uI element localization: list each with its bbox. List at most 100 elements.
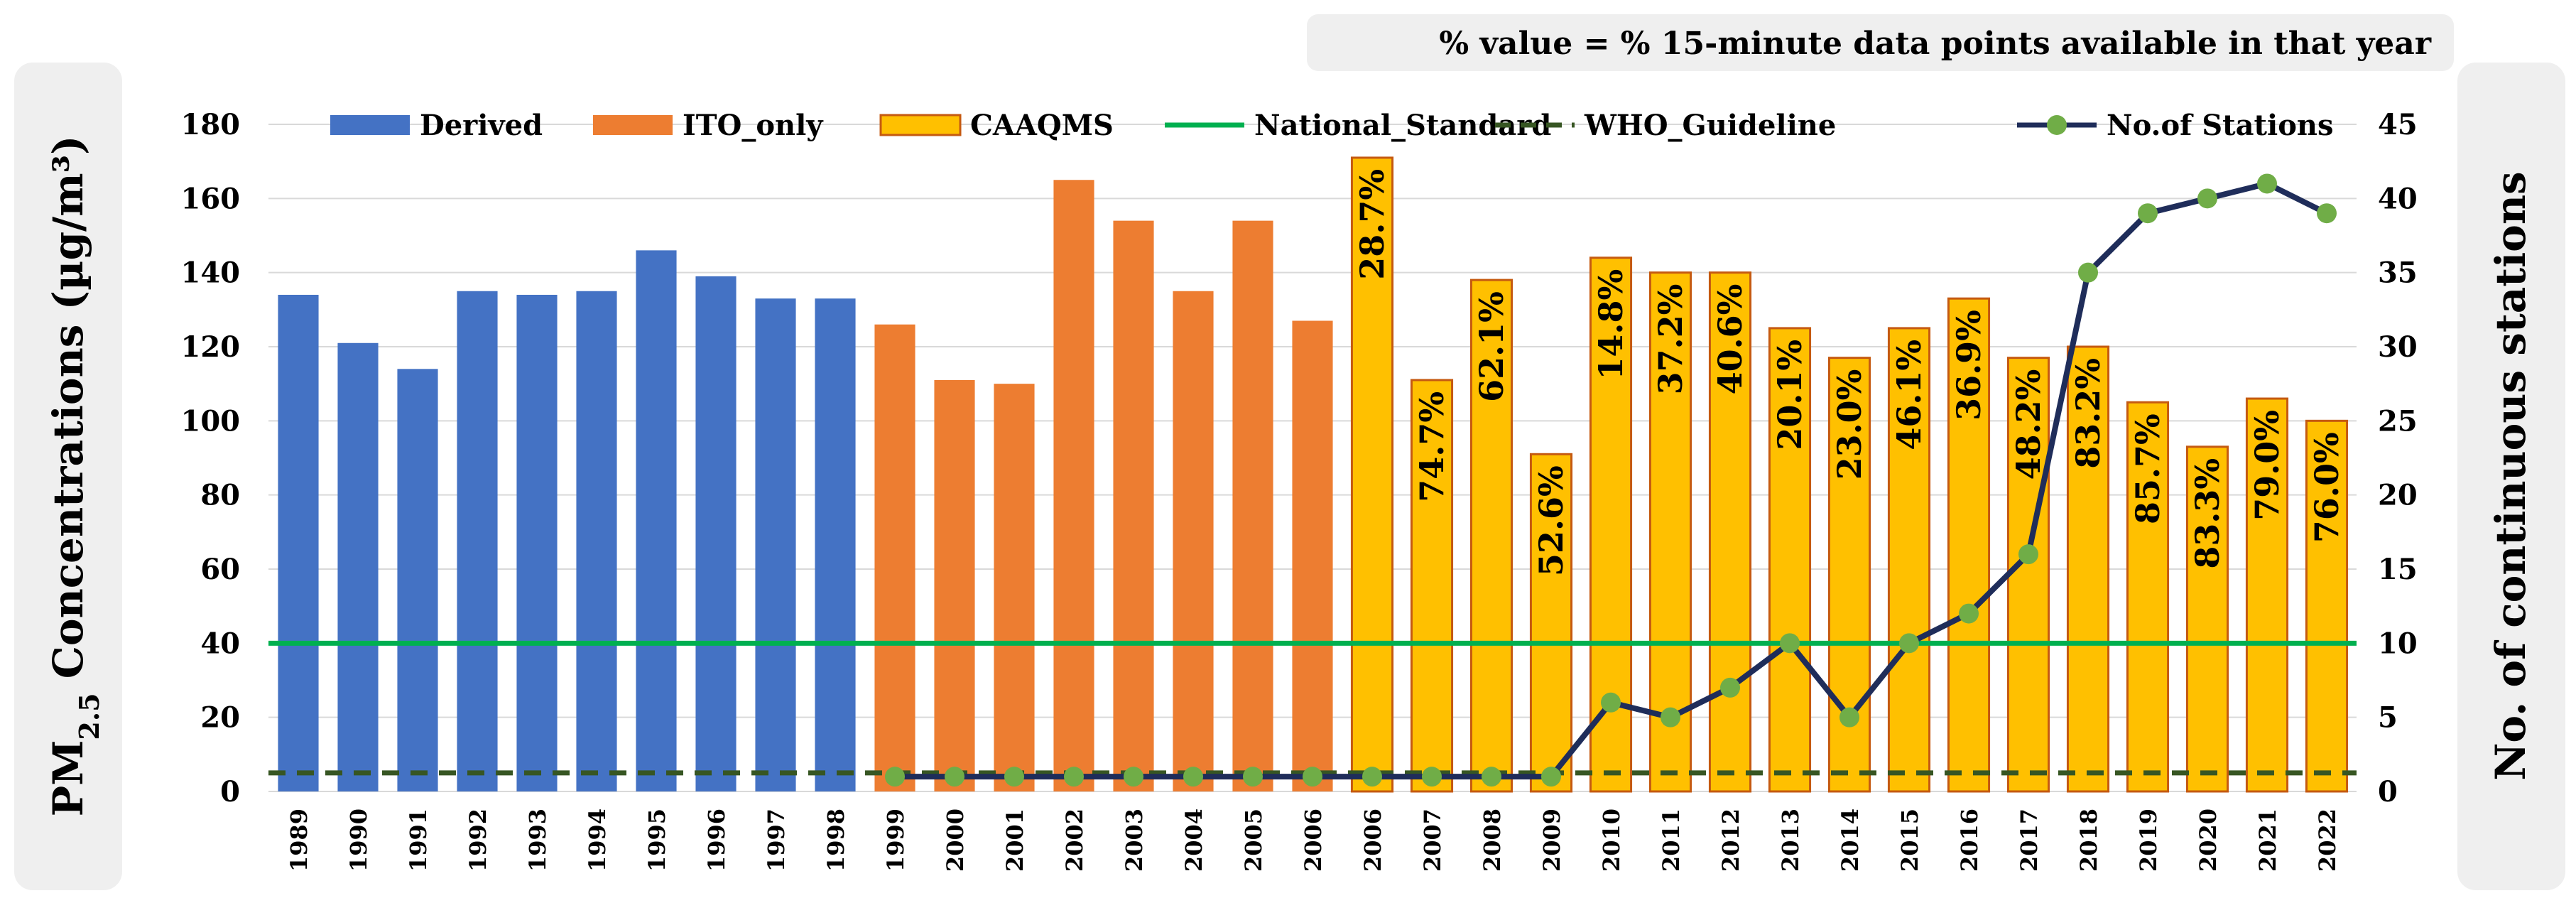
bar-ito-only	[1173, 291, 1214, 791]
bar-derived	[516, 294, 558, 791]
left-tick-label: 0	[220, 775, 240, 809]
x-axis-ticks: 1989 1990 1991 1992 1993 1994 1995 1996 1997 1998…	[286, 809, 2341, 872]
stations-marker	[2018, 544, 2038, 565]
x-tick-label: 1994	[584, 809, 611, 872]
x-tick-label: 2005	[1240, 809, 1267, 872]
stations-marker	[1541, 767, 1561, 787]
bar-caaqms	[2006, 357, 2050, 793]
bar-pct-label: 48.2%	[2009, 369, 2048, 480]
bar-pct-label: 28.7%	[1353, 169, 1391, 280]
bar-derived	[695, 276, 737, 792]
bar-labels: 28.7% 74.7% 62.1% 52.6% 14.8% 37.2% 40.6% 20.1%…	[1353, 169, 2346, 576]
stations-marker	[1839, 707, 1859, 728]
bar-pct-label: 37.2%	[1651, 284, 1690, 395]
right-tick-label: 0	[2378, 775, 2398, 809]
bar-caaqms	[1708, 271, 1752, 793]
left-tick-label: 20	[200, 701, 240, 735]
note-panel	[1307, 14, 2454, 71]
bar-pct-label: 74.7%	[1413, 391, 1451, 502]
stations-marker	[1064, 767, 1084, 787]
x-tick-label: 1999	[882, 809, 909, 872]
x-tick-label: 2006	[1300, 809, 1327, 872]
bar-pct-label: 76.0%	[2308, 432, 2346, 543]
left-axis-title: PM2.5 Concentrations (µg/m³)	[44, 136, 105, 817]
stations-marker	[1004, 767, 1024, 787]
x-tick-label: 1993	[524, 809, 551, 872]
left-axis-title-panel	[14, 63, 122, 890]
bar-caaqms	[2185, 445, 2229, 793]
bar-pct-label: 46.1%	[1890, 340, 1928, 450]
left-tick-label: 100	[181, 404, 241, 438]
stations-marker	[1243, 767, 1263, 787]
bar-pct-label: 85.7%	[2129, 413, 2167, 524]
bar-derived	[337, 342, 379, 791]
bar-pct-label: 83.3%	[2188, 458, 2227, 569]
bar-ito-only	[1053, 180, 1094, 791]
x-tick-label: 2003	[1121, 809, 1148, 872]
right-tick-label: 15	[2378, 553, 2418, 586]
legend-label: ITO_only	[683, 109, 824, 142]
stations-marker	[1303, 767, 1322, 787]
x-tick-label: 1998	[822, 809, 849, 872]
x-tick-label: 2009	[1538, 809, 1565, 872]
stations-marker	[1601, 692, 1621, 713]
x-tick-label: 2007	[1419, 809, 1446, 872]
stations-marker	[1780, 633, 1800, 654]
x-tick-label: 1991	[405, 809, 432, 872]
left-axis-ticks: 0 20 40 60 80 100 120 140 160 180	[181, 108, 241, 809]
stations-marker	[1422, 767, 1442, 787]
x-tick-label: 1996	[703, 809, 730, 872]
x-tick-label: 1995	[643, 809, 670, 872]
x-tick-label: 2019	[2135, 809, 2162, 872]
x-tick-label: 2004	[1180, 809, 1207, 872]
stations-marker	[2138, 203, 2158, 224]
stations-marker	[945, 767, 964, 787]
x-tick-label: 2016	[1956, 809, 1983, 872]
right-tick-label: 10	[2378, 627, 2418, 660]
legend-label: Derived	[420, 109, 543, 142]
bar-caaqms	[1350, 156, 1394, 793]
stations-marker	[885, 767, 905, 787]
x-tick-label: 2022	[2314, 809, 2341, 872]
left-tick-label: 140	[181, 256, 241, 290]
bar-pct-label: 36.9%	[1950, 310, 1988, 421]
right-axis-ticks: 0 5 10 15 20 25 30 35 40 45	[2378, 108, 2418, 809]
left-tick-label: 120	[181, 330, 241, 364]
chart-note: % value = % 15-minute data points availa…	[1439, 26, 2431, 62]
legend-label: WHO_Guideline	[1584, 109, 1836, 142]
legend-swatch	[879, 114, 962, 136]
x-tick-label: 2011	[1658, 809, 1685, 872]
bar-pct-label: 83.2%	[2069, 358, 2107, 469]
right-tick-label: 40	[2378, 182, 2418, 215]
x-tick-label: 2008	[1479, 809, 1506, 872]
bar-pct-label: 79.0%	[2248, 410, 2286, 521]
x-tick-label: 2018	[2075, 809, 2102, 872]
stations-marker	[2197, 188, 2217, 209]
stations-marker	[1661, 707, 1680, 728]
bar-caaqms	[2305, 419, 2349, 793]
x-tick-label: 2012	[1717, 809, 1744, 872]
x-tick-label: 1989	[286, 809, 313, 872]
right-tick-label: 25	[2378, 404, 2418, 438]
x-tick-label: 2001	[1001, 809, 1028, 872]
stations-marker	[1482, 767, 1501, 787]
x-tick-label: 2000	[942, 809, 969, 872]
left-tick-label: 160	[181, 182, 241, 215]
bar-caaqms	[2126, 401, 2170, 793]
bar-ito-only	[994, 384, 1035, 791]
bar-caaqms	[1410, 379, 1454, 793]
bar-ito-only	[1113, 220, 1154, 792]
bar-derived	[576, 291, 617, 791]
bar-derived	[457, 291, 498, 791]
legend-swatch	[330, 115, 410, 135]
legend-label: No.of Stations	[2107, 109, 2334, 142]
legend-marker	[2047, 115, 2067, 135]
stations-marker	[1899, 633, 1919, 654]
bar-derived	[636, 250, 677, 791]
bar-caaqms	[1648, 271, 1692, 793]
left-tick-label: 40	[200, 627, 240, 660]
bar-pct-label: 62.1%	[1472, 291, 1511, 402]
bars	[278, 156, 2349, 793]
bar-derived	[278, 294, 319, 791]
right-tick-label: 45	[2378, 108, 2418, 141]
